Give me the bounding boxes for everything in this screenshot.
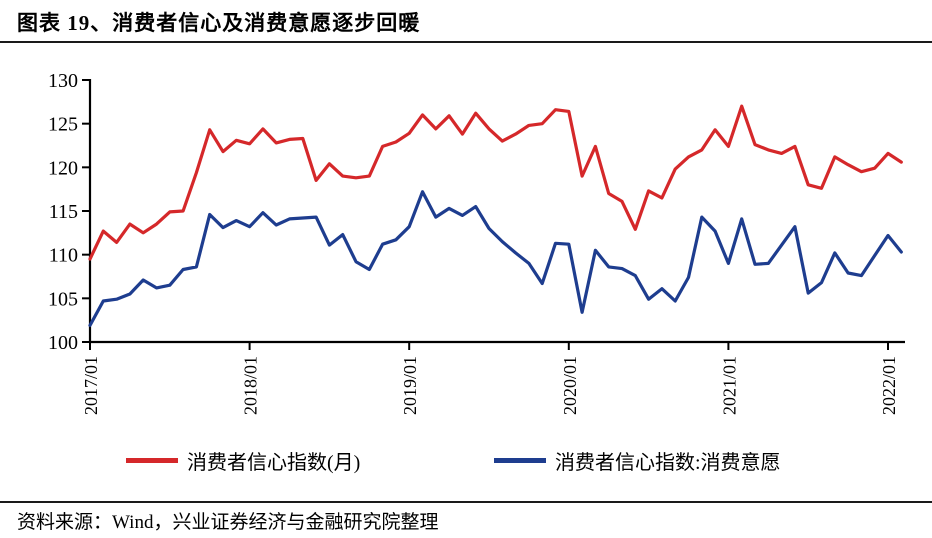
x-tick-label: 2019/01 bbox=[400, 356, 420, 415]
y-tick-label: 125 bbox=[48, 114, 78, 136]
legend-item-confidence-index: 消费者信心指数(月) bbox=[126, 446, 360, 475]
chart-legend: 消费者信心指数(月) 消费者信心指数:消费意愿 bbox=[0, 446, 932, 476]
legend-label: 消费者信心指数(月) bbox=[187, 452, 361, 474]
footer-divider bbox=[0, 501, 932, 503]
x-tick-label: 2022/01 bbox=[879, 356, 899, 415]
y-tick-label: 105 bbox=[48, 288, 78, 310]
x-tick-label: 2017/01 bbox=[81, 356, 101, 415]
y-tick-label: 100 bbox=[48, 332, 78, 354]
chart-axes bbox=[88, 79, 905, 344]
y-tick-label: 115 bbox=[49, 201, 78, 223]
series-line-consumption-willingness bbox=[88, 190, 903, 327]
legend-item-consumption-willingness: 消费者信心指数:消费意愿 bbox=[494, 446, 781, 475]
page-title: 图表 19、消费者信心及消费意愿逐步回暖 bbox=[17, 11, 421, 35]
y-tick-label: 130 bbox=[48, 70, 78, 92]
series-line-consumer-confidence bbox=[88, 104, 903, 261]
x-tick-label: 2020/01 bbox=[560, 356, 580, 415]
y-tick-label: 110 bbox=[49, 245, 78, 267]
legend-label: 消费者信心指数:消费意愿 bbox=[555, 452, 781, 474]
title-divider bbox=[0, 41, 932, 43]
red-line-swatch bbox=[126, 458, 178, 463]
blue-line-swatch bbox=[494, 458, 546, 463]
x-tick-label: 2021/01 bbox=[719, 356, 739, 415]
source-note: 资料来源：Wind，兴业证券经济与金融研究院整理 bbox=[17, 512, 439, 533]
y-tick-label: 120 bbox=[48, 157, 78, 179]
x-tick-label: 2018/01 bbox=[241, 356, 261, 415]
